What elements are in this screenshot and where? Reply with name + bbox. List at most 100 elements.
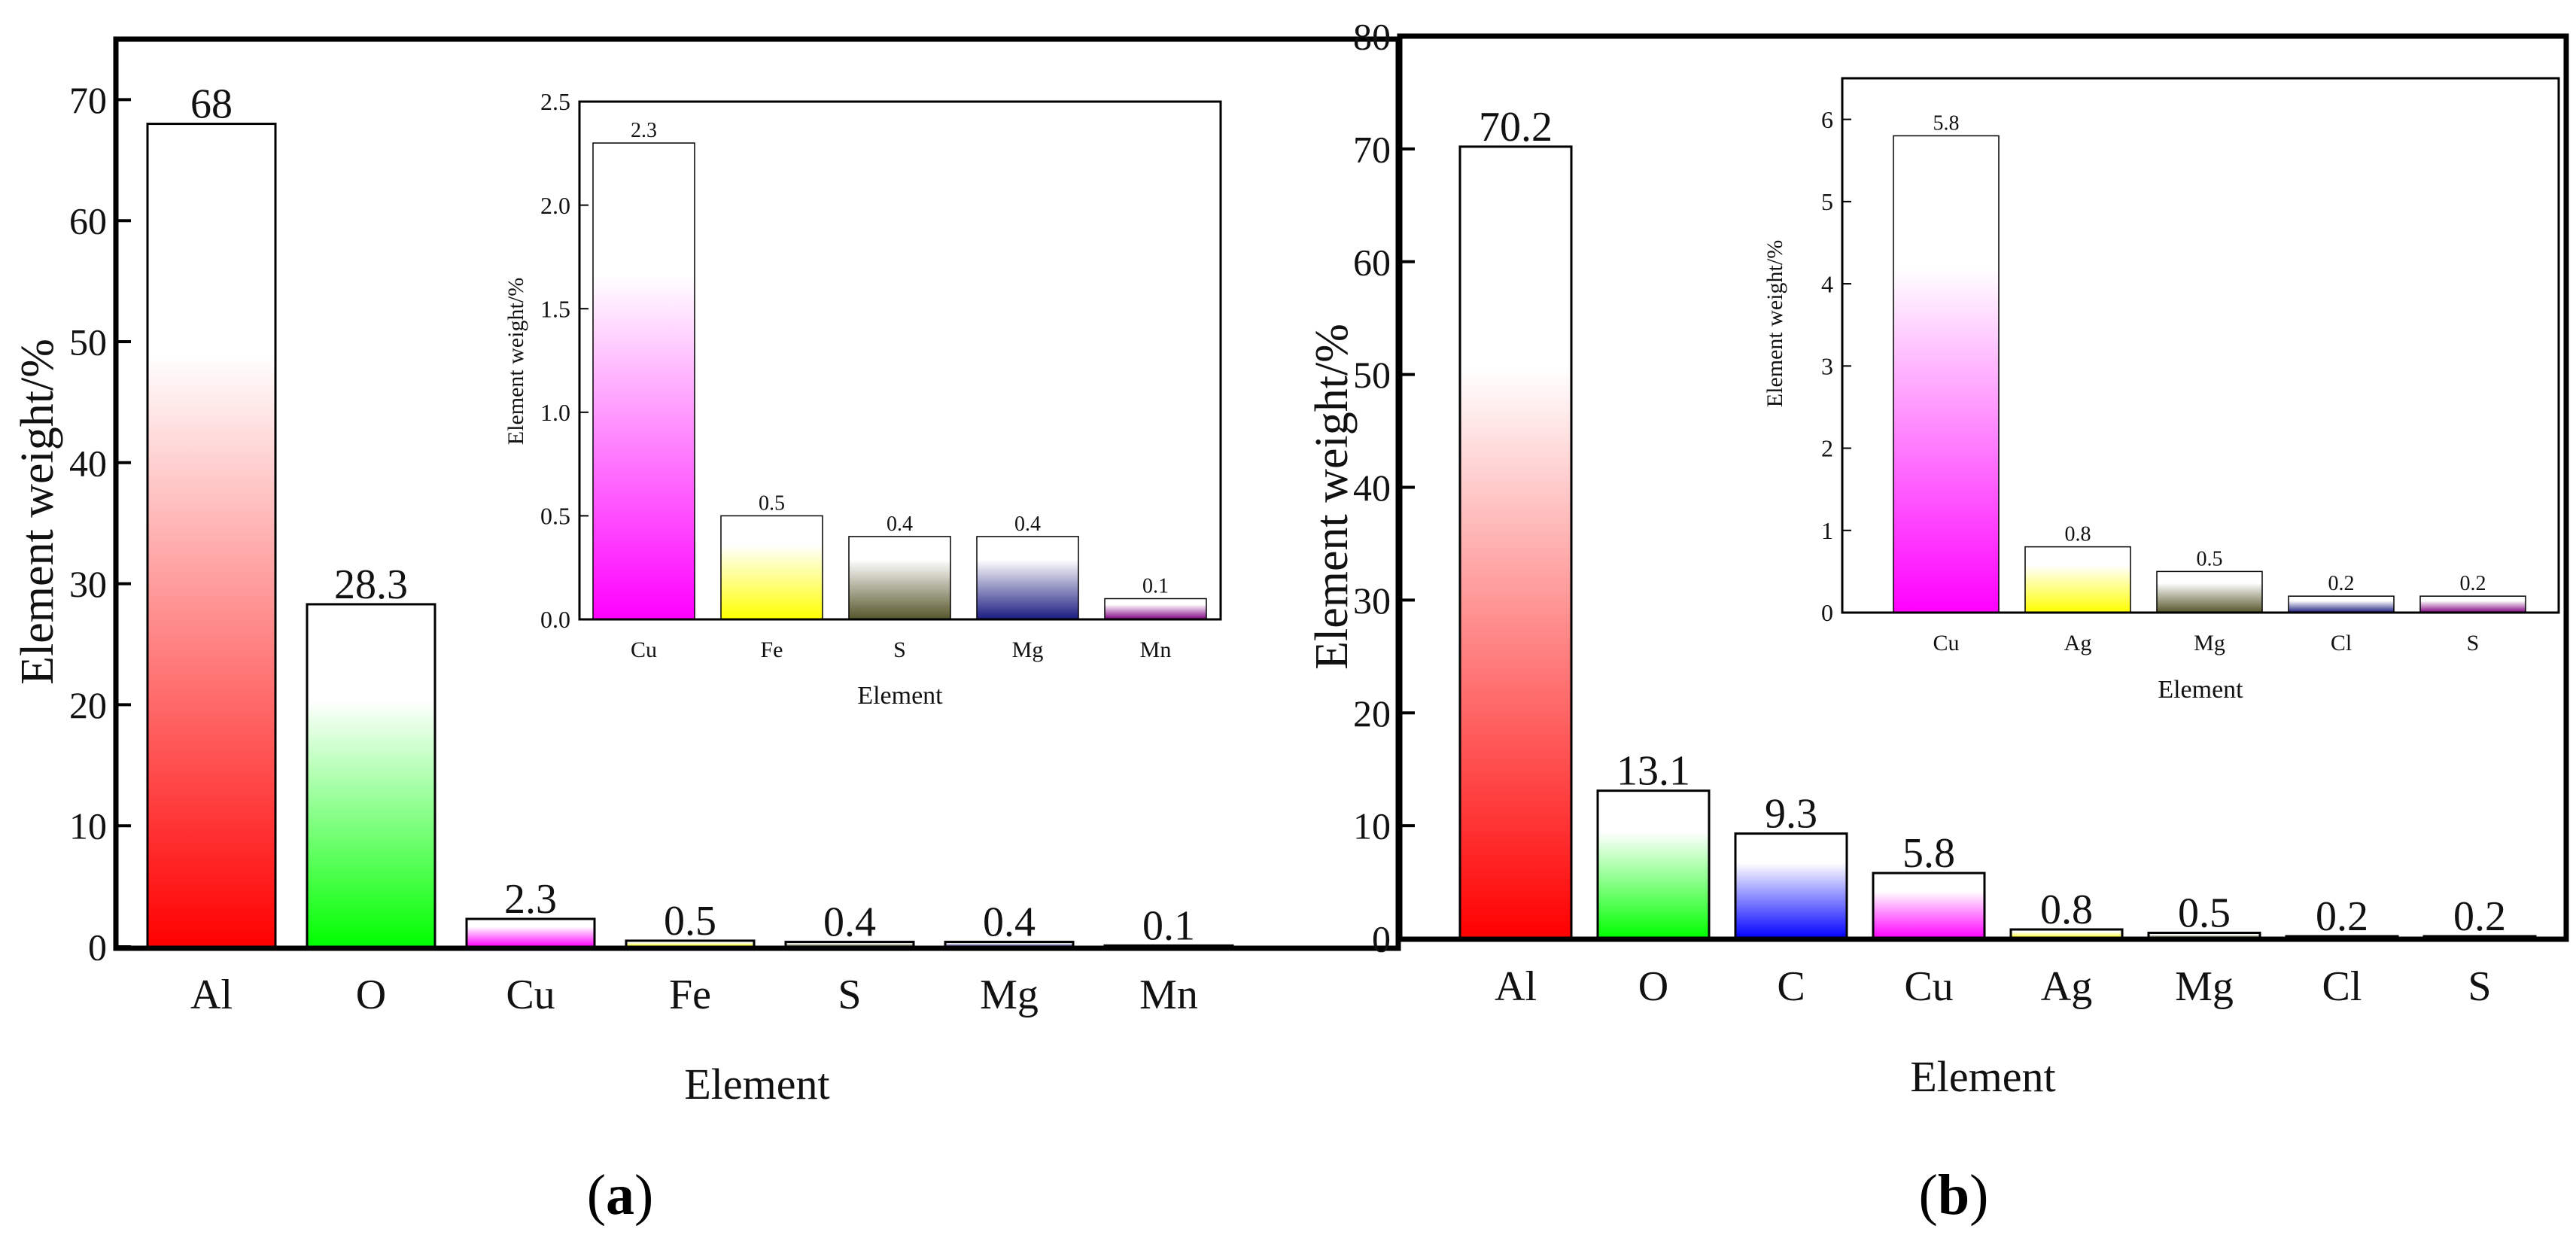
bar-Al xyxy=(146,123,277,948)
y-tick-label: 1.5 xyxy=(540,295,570,322)
y-tick-label: 5 xyxy=(1821,188,1833,215)
x-tick-label-Fe: Fe xyxy=(761,637,783,662)
x-tick-label-Cu: Cu xyxy=(1933,631,1959,656)
x-tick-label-Cu: Cu xyxy=(631,637,657,662)
x-tick-label-O: O xyxy=(356,972,386,1018)
value-label-S: 0.2 xyxy=(2453,893,2506,940)
bar-O xyxy=(1596,789,1711,940)
y-tick-label: 0 xyxy=(88,926,107,969)
y-tick-label: 20 xyxy=(69,684,107,726)
y-tick-label: 60 xyxy=(69,200,107,242)
value-label-Al: 70.2 xyxy=(1479,104,1553,151)
x-tick-label-Cu: Cu xyxy=(1904,963,1953,1010)
y-tick-label: 4 xyxy=(1821,270,1833,297)
value-label-S: 0.4 xyxy=(823,899,876,946)
value-label-Ag: 0.8 xyxy=(2040,887,2093,933)
value-label-Cu: 2.3 xyxy=(631,119,657,142)
value-label-O: 28.3 xyxy=(334,561,408,608)
y-tick-label: 70 xyxy=(1353,128,1391,170)
y-tick-label: 20 xyxy=(1353,692,1391,735)
value-label-Mg: 0.5 xyxy=(2178,890,2231,937)
x-axis-label: Element xyxy=(857,682,943,710)
y-tick-label: 0 xyxy=(1821,599,1833,626)
bar-Mg xyxy=(976,536,1079,620)
x-tick-label-Mg: Mg xyxy=(2175,963,2234,1010)
x-axis-label: Element xyxy=(2158,676,2243,704)
y-tick-label: 10 xyxy=(1353,805,1391,847)
x-axis-label: Element xyxy=(684,1060,829,1109)
y-tick-label: 2 xyxy=(1821,435,1833,462)
bar-Cl xyxy=(2288,595,2395,613)
y-tick-label: 2.0 xyxy=(540,192,570,219)
x-tick-label-S: S xyxy=(893,637,906,662)
panel-label-b: (b) xyxy=(1918,1163,1989,1227)
y-tick-label: 1 xyxy=(1821,517,1833,544)
value-label-Ag: 0.8 xyxy=(2065,523,2091,546)
value-label-Mn: 0.1 xyxy=(1142,902,1195,949)
y-tick-label: 60 xyxy=(1353,241,1391,283)
y-tick-label: 0.5 xyxy=(540,503,570,530)
bar-Cu xyxy=(1872,871,1986,940)
value-label-O: 13.1 xyxy=(1616,748,1690,795)
chart-b-inset: 0 1 2 3 4 5 6 5.8 Cu 0.8 Ag 0.5 Mg 0.2 Cl 0.2 S Element El… xyxy=(1762,77,2560,704)
bar-S xyxy=(848,536,951,620)
y-tick-label: 50 xyxy=(1353,354,1391,396)
bar-Mg xyxy=(2156,570,2263,613)
value-label-Mg: 0.4 xyxy=(1014,513,1041,536)
y-tick-label: 40 xyxy=(1353,467,1391,509)
y-tick-label: 70 xyxy=(69,79,107,121)
x-tick-label-Al: Al xyxy=(1495,963,1537,1010)
y-tick-label: 1.0 xyxy=(540,399,570,426)
bar-C xyxy=(1734,832,1848,940)
value-label-Cu: 2.3 xyxy=(504,876,557,923)
x-tick-label-S: S xyxy=(838,972,861,1018)
x-tick-label-Mg: Mg xyxy=(1012,637,1044,662)
x-tick-label-Mg: Mg xyxy=(980,972,1039,1018)
panel-label-a: (a) xyxy=(586,1163,654,1227)
value-label-C: 9.3 xyxy=(1765,791,1817,838)
y-axis-label: Element weight/% xyxy=(1762,240,1787,407)
value-label-Cl: 0.2 xyxy=(2328,572,2355,595)
value-label-Cl: 0.2 xyxy=(2316,893,2368,940)
x-tick-label-Ag: Ag xyxy=(2041,963,2092,1010)
x-axis-label: Element xyxy=(1910,1052,2055,1101)
x-tick-label-Mn: Mn xyxy=(1139,972,1198,1018)
x-tick-label-Cu: Cu xyxy=(506,972,555,1018)
value-label-Al: 68 xyxy=(190,81,233,128)
plot-frame xyxy=(578,100,1222,621)
x-tick-label-Mn: Mn xyxy=(1140,637,1172,662)
value-label-Cu: 5.8 xyxy=(1933,111,1960,135)
bar-Cu xyxy=(465,917,596,948)
chart-a-inset: 0.0 0.5 1.0 1.5 2.0 2.5 2.3 Cu 0.5 Fe 0.4 S 0.4 Mg 0.1… xyxy=(503,88,1222,710)
y-tick-label: 0.0 xyxy=(540,606,570,633)
x-tick-label-Ag: Ag xyxy=(2064,631,2092,656)
bar-O xyxy=(306,603,436,948)
y-axis-label: Element weight/% xyxy=(1306,324,1358,670)
plot-frame xyxy=(1397,33,2569,942)
value-label-Mg: 0.5 xyxy=(2197,547,2223,570)
value-label-Mn: 0.1 xyxy=(1142,574,1169,598)
y-tick-label: 80 xyxy=(1353,16,1391,58)
x-tick-label-Cl: Cl xyxy=(2322,963,2362,1010)
x-tick-label-Cl: Cl xyxy=(2331,631,2352,656)
value-label-Mg: 0.4 xyxy=(983,899,1036,946)
y-tick-label: 30 xyxy=(1353,579,1391,622)
plot-frame xyxy=(1841,77,2560,614)
x-tick-label-Al: Al xyxy=(190,972,233,1018)
x-tick-label-S: S xyxy=(2467,631,2480,656)
bar-Al xyxy=(1458,145,1573,940)
value-label-Cu: 5.8 xyxy=(1902,830,1955,877)
value-label-Fe: 0.5 xyxy=(664,898,716,944)
y-tick-label: 30 xyxy=(69,563,107,605)
value-label-S: 0.4 xyxy=(887,513,913,536)
bar-S xyxy=(2419,595,2526,613)
y-tick-label: 10 xyxy=(69,805,107,847)
y-axis-label: Element weight/% xyxy=(12,339,63,685)
y-tick-label: 50 xyxy=(69,321,107,363)
x-tick-label-S: S xyxy=(2468,963,2491,1010)
x-tick-label-Fe: Fe xyxy=(669,972,711,1018)
y-tick-label: 0 xyxy=(1372,918,1391,960)
y-axis-label: Element weight/% xyxy=(503,278,528,445)
value-label-Fe: 0.5 xyxy=(759,491,785,515)
